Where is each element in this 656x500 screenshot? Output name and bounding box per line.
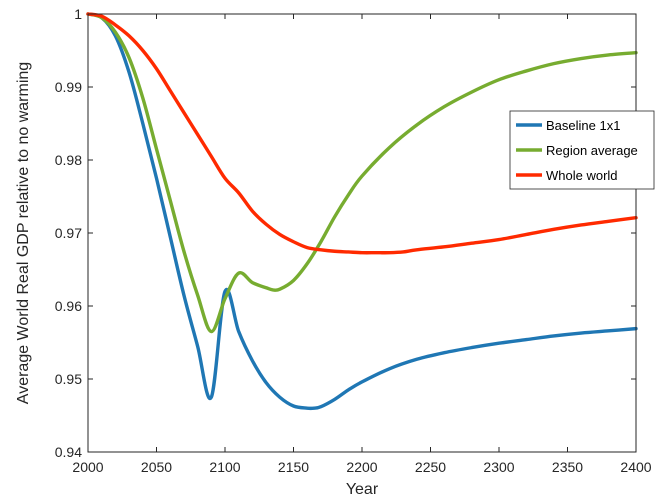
y-tick-label: 1 xyxy=(74,6,82,22)
y-tick-label: 0.98 xyxy=(55,152,82,168)
series-line-2 xyxy=(86,12,638,255)
y-tick-label: 0.99 xyxy=(55,79,82,95)
legend-label-2: Whole world xyxy=(546,168,618,183)
x-tick-label: 2050 xyxy=(141,459,172,475)
x-tick-label: 2250 xyxy=(415,459,446,475)
y-axis-ticks: 0.94 0.95 0.96 0.97 0.98 0.99 1 xyxy=(55,6,636,460)
x-tick-label: 2200 xyxy=(346,459,377,475)
x-axis-label: Year xyxy=(346,481,379,498)
x-tick-label: 2400 xyxy=(620,459,651,475)
y-tick-label: 0.94 xyxy=(55,444,82,460)
x-tick-label: 2300 xyxy=(483,459,514,475)
legend: Baseline 1x1 Region average Whole world xyxy=(509,110,655,190)
y-tick-label: 0.96 xyxy=(55,298,82,314)
x-axis-ticks: 2000 2050 2100 2150 2200 2250 2300 2350 2400 xyxy=(72,14,652,475)
x-tick-label: 2000 xyxy=(72,459,103,475)
legend-label-0: Baseline 1x1 xyxy=(546,118,620,133)
x-tick-label: 2100 xyxy=(209,459,240,475)
y-tick-label: 0.95 xyxy=(55,371,82,387)
x-tick-label: 2150 xyxy=(278,459,309,475)
legend-label-1: Region average xyxy=(546,143,638,158)
y-tick-label: 0.97 xyxy=(55,225,82,241)
series-line-1 xyxy=(86,12,638,334)
series-line-0 xyxy=(86,12,638,411)
y-axis-label: Average World Real GDP relative to no wa… xyxy=(15,62,32,404)
x-tick-label: 2350 xyxy=(552,459,583,475)
series-group xyxy=(86,12,638,411)
